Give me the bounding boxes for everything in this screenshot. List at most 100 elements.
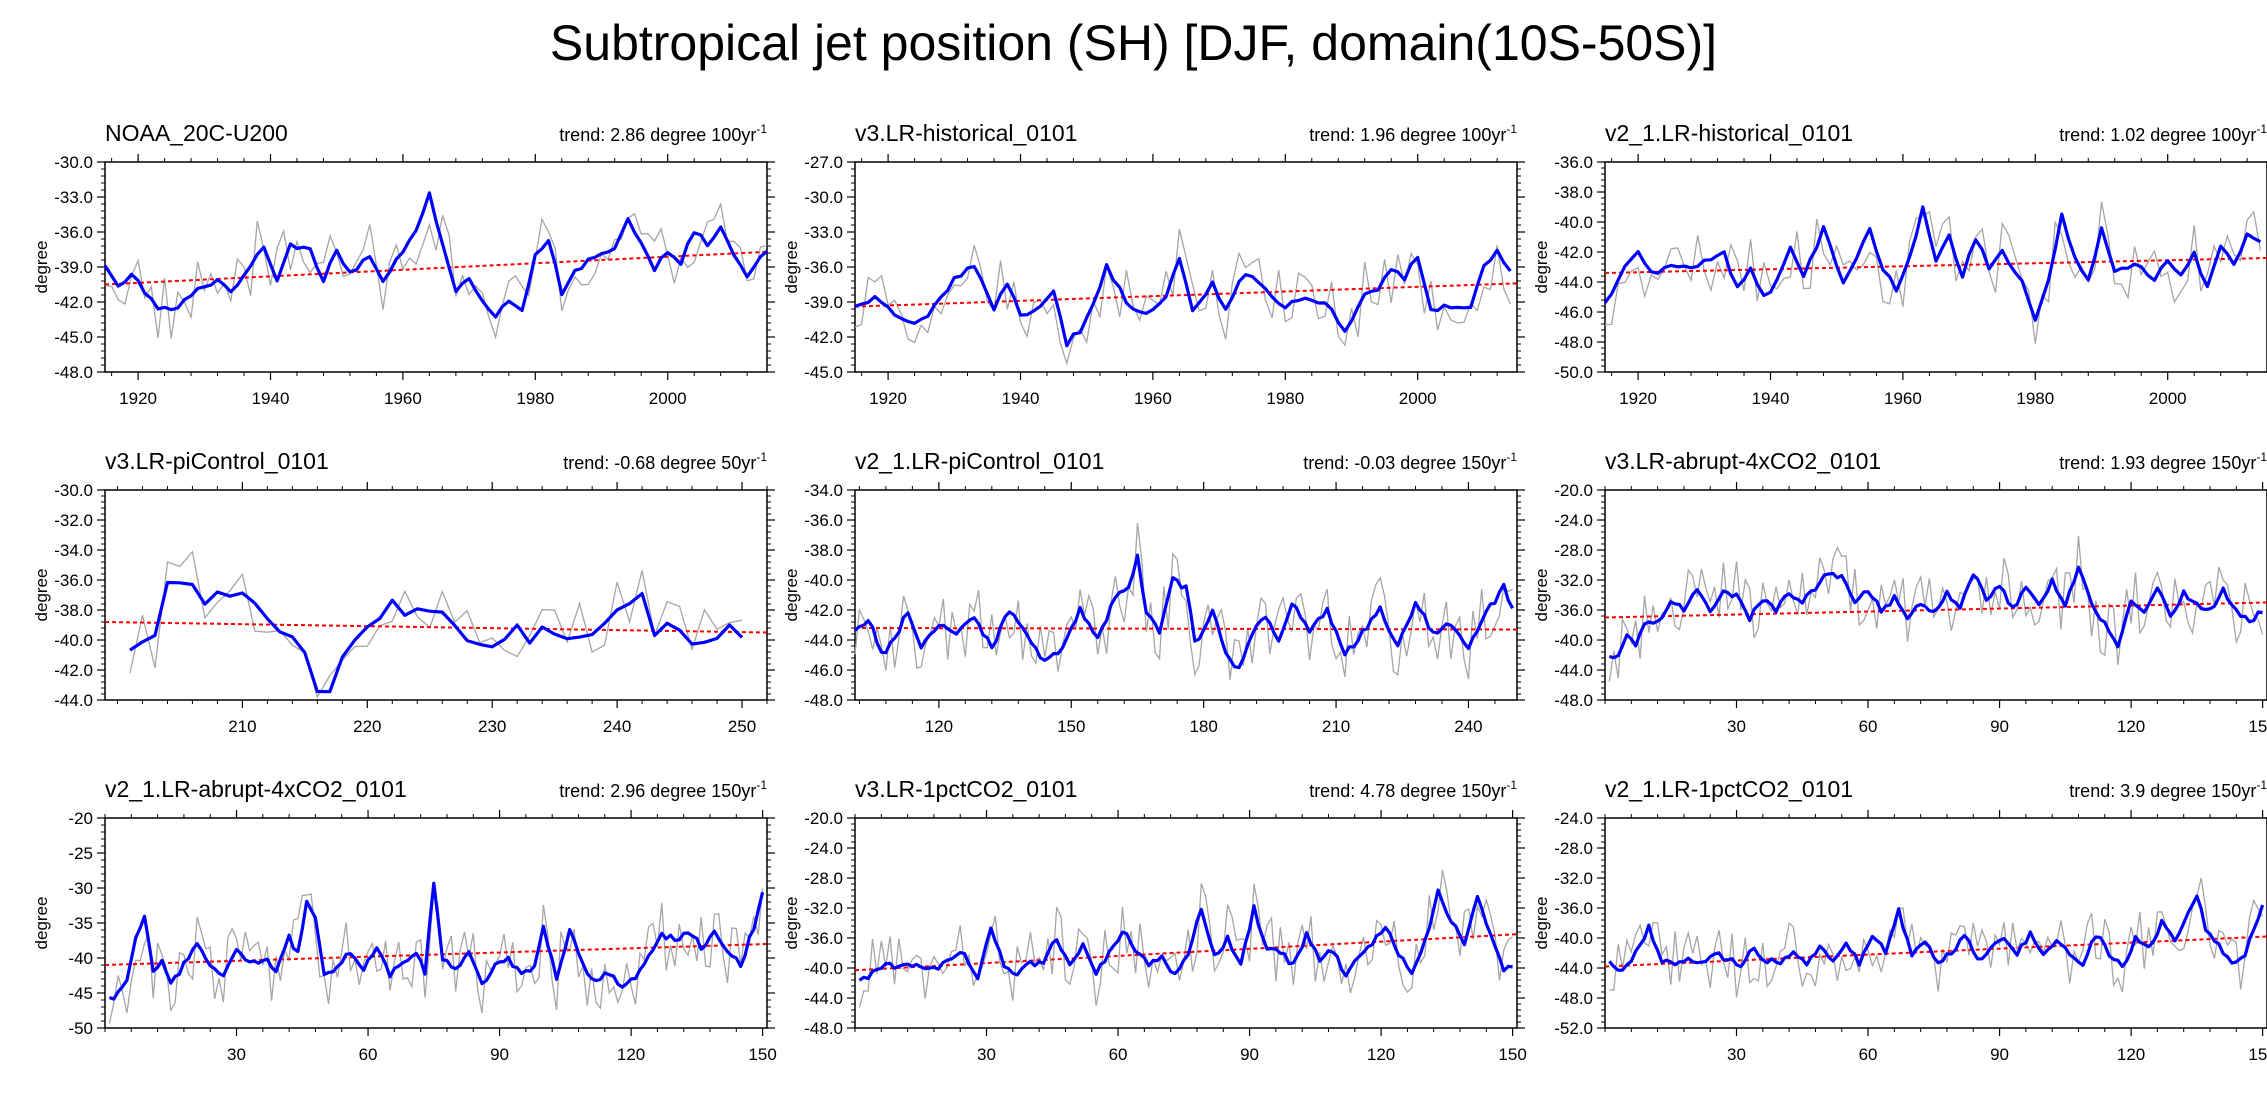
- y-tick-label: -48.0: [1554, 989, 1593, 1008]
- y-tick-label: -48.0: [1554, 333, 1593, 352]
- x-tick-label: 1920: [1619, 389, 1657, 408]
- chart-svg: v3.LR-1pctCO2_0101 trend: 4.78 degree 150…: [782, 776, 1527, 1064]
- panel-title: v2_1.LR-abrupt-4xCO2_0101: [105, 776, 407, 802]
- y-tick-label: -50.0: [1554, 363, 1593, 382]
- smoothed-series-line: [854, 248, 1512, 348]
- trend-label-superscript: -1: [756, 122, 767, 136]
- x-tick-label: 60: [1859, 1045, 1878, 1064]
- y-axis-label: degree: [32, 897, 51, 950]
- x-tick-label: 60: [1109, 1045, 1128, 1064]
- x-tick-label: 150: [1057, 717, 1085, 736]
- x-tick-label: 1960: [384, 389, 422, 408]
- y-tick-label: -28.0: [1554, 839, 1593, 858]
- y-tick-label: -40.0: [1554, 213, 1593, 232]
- y-axis-label: degree: [782, 897, 801, 950]
- x-tick-label: 220: [353, 717, 381, 736]
- trend-label-text: trend: 3.9 degree 150yr: [2069, 781, 2256, 801]
- x-tick-label: 30: [1727, 717, 1746, 736]
- y-tick-label: -42.0: [54, 293, 93, 312]
- y-tick-label: -44.0: [54, 691, 93, 710]
- y-tick-label: -42.0: [804, 601, 843, 620]
- x-tick-label: 90: [1990, 1045, 2009, 1064]
- x-tick-label: 120: [617, 1045, 645, 1064]
- smoothed-series-line: [1603, 205, 2262, 322]
- chart-svg: v3.LR-historical_0101 trend: 1.96 degree …: [782, 120, 1525, 408]
- y-tick-label: -52.0: [1554, 1019, 1593, 1038]
- smoothed-series-line: [129, 580, 744, 694]
- x-tick-label: 2000: [649, 389, 687, 408]
- smoothed-series-line: [1608, 894, 2265, 972]
- y-tick-label: -24.0: [1554, 511, 1593, 530]
- y-axis-label: degree: [1532, 897, 1551, 950]
- y-tick-label: -42.0: [804, 328, 843, 347]
- chart-panel: v2_1.LR-1pctCO2_0101 trend: 3.9 degree 15…: [1527, 768, 2267, 1078]
- x-tick-label: 210: [1322, 717, 1350, 736]
- x-tick-label: 120: [2117, 1045, 2145, 1064]
- page-title: Subtropical jet position (SH) [DJF, doma…: [549, 15, 1718, 71]
- y-axis-label: degree: [1532, 241, 1551, 294]
- x-tick-label: 1940: [252, 389, 290, 408]
- chart-panel: v3.LR-abrupt-4xCO2_0101 trend: 1.93 degre…: [1527, 440, 2267, 750]
- y-tick-label: -36.0: [1554, 899, 1593, 918]
- x-tick-label: 30: [1727, 1045, 1746, 1064]
- trend-label-text: trend: 4.78 degree 150yr: [1309, 781, 1506, 801]
- x-tick-label: 2000: [2149, 389, 2187, 408]
- x-tick-label: 120: [925, 717, 953, 736]
- y-tick-label: -48.0: [804, 1019, 843, 1038]
- x-tick-label: 150: [1498, 1045, 1526, 1064]
- plot-frame: [104, 161, 768, 373]
- raw-series-line: [1604, 201, 2262, 344]
- y-tick-label: -44.0: [804, 631, 843, 650]
- y-tick-label: -32.0: [54, 511, 93, 530]
- trend-label: trend: 1.96 degree 100yr-1: [1309, 122, 1517, 145]
- trend-label-superscript: -1: [1506, 450, 1517, 464]
- y-tick-label: -20: [68, 809, 93, 828]
- trend-line: [1604, 257, 2267, 274]
- chart-svg: v2_1.LR-abrupt-4xCO2_0101 trend: 2.96 deg…: [32, 776, 777, 1064]
- trend-label: trend: -0.03 degree 150yr-1: [1303, 450, 1517, 473]
- y-tick-label: -39.0: [804, 293, 843, 312]
- x-tick-label: 1920: [119, 389, 157, 408]
- x-tick-label: 90: [490, 1045, 509, 1064]
- y-tick-label: -36.0: [54, 571, 93, 590]
- y-tick-label: -33.0: [54, 188, 93, 207]
- chart-panel: v2_1.LR-piControl_0101 trend: -0.03 degre…: [777, 440, 1527, 750]
- plot-frame: [104, 817, 768, 1029]
- plot-frame: [1604, 817, 2267, 1029]
- x-tick-label: 120: [2117, 717, 2145, 736]
- x-tick-label: 60: [359, 1045, 378, 1064]
- y-tick-label: -48.0: [54, 363, 93, 382]
- trend-label-text: trend: 1.96 degree 100yr: [1309, 125, 1506, 145]
- y-tick-label: -36.0: [1554, 601, 1593, 620]
- x-tick-label: 1980: [2016, 389, 2054, 408]
- plot-frame: [104, 489, 768, 701]
- raw-series-line: [1608, 536, 2264, 682]
- panel-title: v3.LR-1pctCO2_0101: [855, 776, 1077, 802]
- trend-line: [1604, 935, 2267, 968]
- x-tick-label: 2000: [1399, 389, 1437, 408]
- chart-panel: v3.LR-1pctCO2_0101 trend: 4.78 degree 150…: [777, 768, 1527, 1078]
- x-tick-label: 1940: [1752, 389, 1790, 408]
- raw-series-line: [854, 229, 1511, 366]
- trend-label-text: trend: -0.03 degree 150yr: [1303, 453, 1506, 473]
- y-tick-label: -40.0: [1554, 929, 1593, 948]
- trend-label-superscript: -1: [756, 778, 767, 792]
- raw-series-line: [858, 869, 1513, 1008]
- smoothed-series-line: [853, 553, 1515, 670]
- y-tick-label: -36.0: [804, 929, 843, 948]
- x-tick-label: 1960: [1134, 389, 1172, 408]
- x-tick-label: 150: [2248, 717, 2267, 736]
- y-tick-label: -34.0: [54, 541, 93, 560]
- chart-panel: v2_1.LR-abrupt-4xCO2_0101 trend: 2.96 deg…: [27, 768, 777, 1078]
- x-tick-label: 150: [748, 1045, 776, 1064]
- chart-svg: NOAA_20C-U200 trend: 2.86 degree 100yr-1 d…: [32, 120, 775, 408]
- x-tick-label: 240: [603, 717, 631, 736]
- y-tick-label: -39.0: [54, 258, 93, 277]
- trend-line: [854, 933, 1518, 972]
- y-tick-label: -33.0: [804, 223, 843, 242]
- panel-title: v3.LR-piControl_0101: [105, 448, 329, 474]
- y-tick-label: -30.0: [54, 481, 93, 500]
- trend-label: trend: 2.96 degree 150yr-1: [559, 778, 767, 801]
- y-tick-label: -45: [68, 984, 93, 1003]
- panel-title: v2_1.LR-piControl_0101: [855, 448, 1104, 474]
